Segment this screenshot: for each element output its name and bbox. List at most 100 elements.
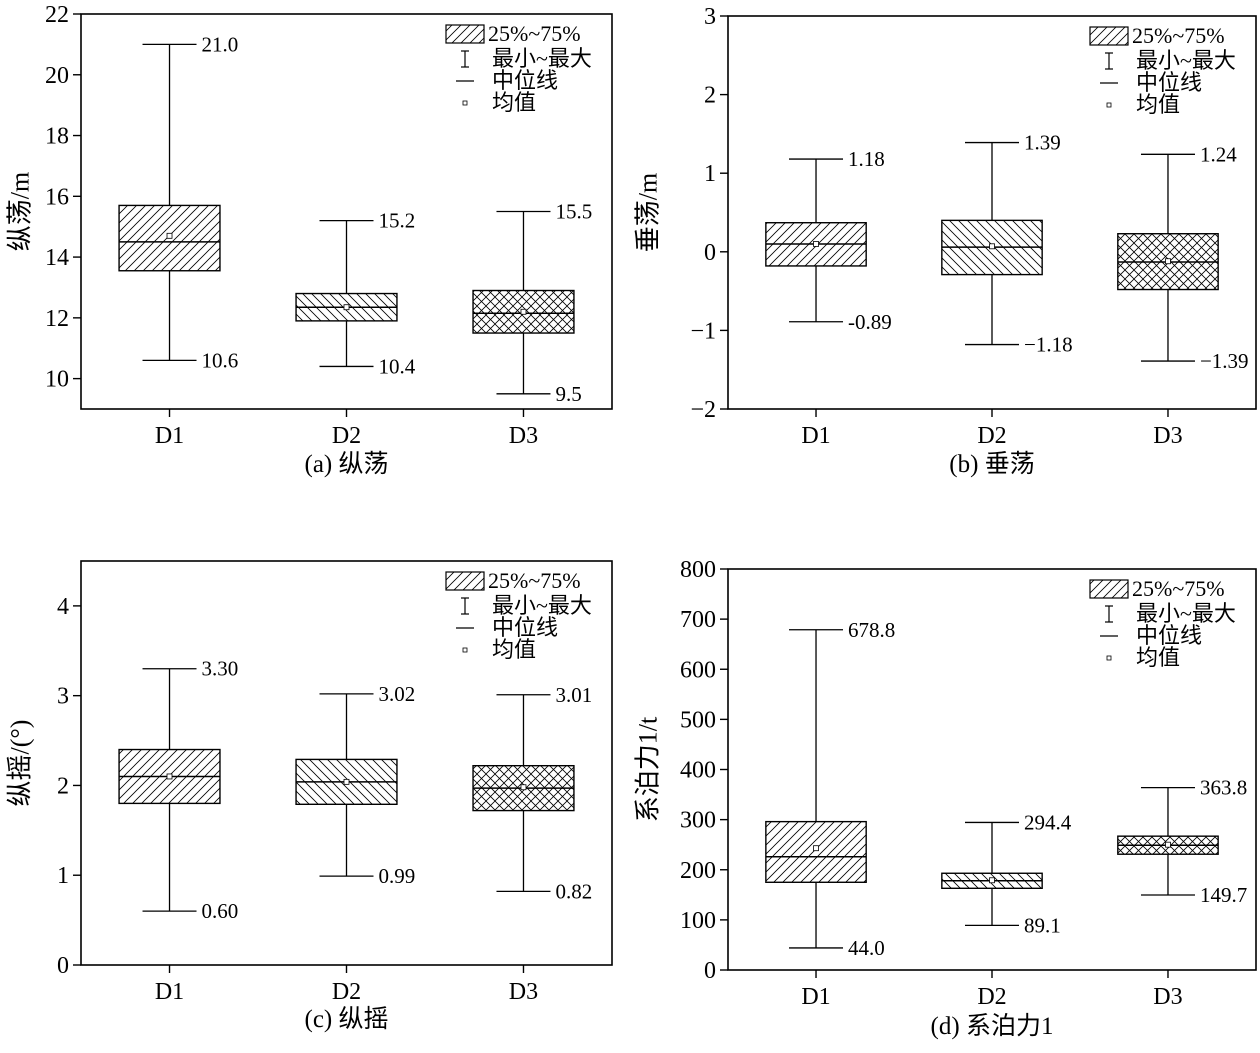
y-tick-label: 100 bbox=[680, 908, 716, 934]
box-d3-min-label: 149.7 bbox=[1200, 883, 1247, 907]
x-tick-label: D1 bbox=[801, 423, 830, 449]
box-d1-mean-marker bbox=[166, 232, 173, 239]
y-tick-label: 22 bbox=[45, 2, 69, 28]
legend-item-mean: 均值 bbox=[492, 90, 536, 115]
box-d3-mean-marker bbox=[520, 308, 527, 315]
box-d2-min-label: −1.18 bbox=[1024, 333, 1073, 357]
y-tick-label: 16 bbox=[45, 184, 69, 210]
legend-item-minmax: 最小~最大 bbox=[1136, 601, 1236, 626]
y-axis-title: 纵荡/m bbox=[6, 172, 35, 251]
box-d1-max-label: 678.8 bbox=[848, 618, 895, 642]
box-d3-min-label: −1.39 bbox=[1200, 349, 1249, 373]
legend-mean-swatch bbox=[1106, 102, 1112, 108]
y-tick-label: 800 bbox=[680, 557, 716, 583]
legend-item-median: 中位线 bbox=[492, 615, 558, 640]
box-d3-mean-marker bbox=[1165, 258, 1171, 265]
box-d1-mean-marker bbox=[813, 241, 819, 247]
x-tick-label: D2 bbox=[977, 984, 1006, 1010]
box-d1-iqr bbox=[765, 820, 867, 883]
x-tick-label: D1 bbox=[801, 984, 830, 1010]
y-tick-label: 700 bbox=[680, 607, 716, 633]
x-tick-label: D1 bbox=[155, 423, 184, 449]
y-tick-label: 18 bbox=[45, 124, 69, 150]
x-tick-label: D2 bbox=[332, 423, 361, 449]
box-d2-min-label: 10.4 bbox=[379, 354, 416, 378]
y-tick-label: 10 bbox=[45, 367, 69, 393]
y-tick-label: 600 bbox=[680, 657, 716, 683]
box-d2-max-label: 1.39 bbox=[1024, 131, 1061, 155]
y-axis-title: 系泊力1/t bbox=[634, 716, 663, 822]
y-tick-label: 3 bbox=[57, 684, 69, 710]
y-tick-label: 200 bbox=[680, 858, 716, 884]
y-tick-label: 3 bbox=[704, 4, 716, 30]
legend-item-median: 中位线 bbox=[1136, 623, 1202, 648]
box-d3-max-label: 1.24 bbox=[1200, 142, 1237, 166]
legend-item-iqr: 25%~75% bbox=[1132, 23, 1225, 48]
legend-item-iqr: 25%~75% bbox=[488, 21, 581, 46]
y-tick-label: −2 bbox=[690, 397, 716, 423]
legend-item-mean: 均值 bbox=[1136, 92, 1180, 117]
legend-item-minmax: 最小~最大 bbox=[492, 593, 592, 618]
box-d3-max-label: 3.01 bbox=[555, 683, 592, 707]
box-d2-mean-marker bbox=[343, 304, 350, 311]
box-d1-max-label: 1.18 bbox=[848, 147, 885, 171]
y-tick-label: 1 bbox=[704, 161, 716, 187]
box-d2-max-label: 294.4 bbox=[1024, 810, 1072, 834]
box-d3-mean-marker bbox=[520, 784, 527, 791]
y-tick-label: 0 bbox=[704, 240, 716, 266]
y-tick-label: 14 bbox=[45, 245, 69, 271]
y-tick-label: 0 bbox=[57, 953, 69, 979]
x-tick-label: D3 bbox=[1153, 984, 1182, 1010]
box-d1-mean-marker bbox=[166, 773, 173, 780]
panel-caption: (c) 纵摇 bbox=[305, 1005, 389, 1033]
box-d3-max-label: 15.5 bbox=[555, 200, 592, 224]
legend-item-iqr: 25%~75% bbox=[488, 568, 581, 593]
box-d1-max-label: 21.0 bbox=[202, 32, 239, 56]
panel-d: 0 100 200 300 400 500 600 700 800 系泊力1/t D1 678.8 44… bbox=[634, 557, 1257, 1040]
box-d2-mean-marker bbox=[343, 778, 350, 785]
box-d2-min-label: 89.1 bbox=[1024, 913, 1061, 937]
x-tick-label: D3 bbox=[1153, 423, 1182, 449]
box-d1-mean-marker bbox=[813, 845, 819, 852]
y-tick-label: 20 bbox=[45, 63, 69, 89]
legend-item-mean: 均值 bbox=[1136, 645, 1180, 670]
panel-b: −2 −1 0 1 2 3 垂荡/m D1 1.18 -0.89 D2 1.39 −1.18 D3 1.24… bbox=[634, 4, 1257, 478]
y-tick-label: 400 bbox=[680, 758, 716, 784]
legend-box-swatch bbox=[1089, 26, 1129, 46]
box-d3-mean-marker bbox=[1165, 841, 1171, 848]
legend-box-swatch bbox=[1089, 579, 1129, 599]
box-d3-min-label: 0.82 bbox=[555, 879, 592, 903]
panel-caption: (b) 垂荡 bbox=[949, 450, 1034, 478]
box-d2-mean-marker bbox=[989, 877, 995, 884]
y-tick-label: 1 bbox=[57, 863, 69, 889]
panel-c: 0 1 2 3 4 纵摇/(°) D1 3.30 0.60 D2 3.02 0.99 D3 3.01 0.8… bbox=[6, 560, 613, 1033]
panel-caption: (a) 纵荡 bbox=[305, 450, 389, 478]
y-tick-label: 4 bbox=[57, 594, 69, 620]
y-tick-label: 12 bbox=[45, 306, 69, 332]
x-tick-label: D2 bbox=[332, 979, 361, 1005]
legend-box-swatch bbox=[445, 24, 485, 44]
y-tick-label: 0 bbox=[704, 958, 716, 984]
x-tick-label: D3 bbox=[509, 979, 538, 1005]
x-tick-label: D3 bbox=[509, 423, 538, 449]
box-d1-min-label: 44.0 bbox=[848, 936, 885, 960]
y-tick-label: −1 bbox=[690, 318, 716, 344]
y-tick-label: 2 bbox=[704, 83, 716, 109]
box-d2-max-label: 3.02 bbox=[379, 682, 416, 706]
box-d3-max-label: 363.8 bbox=[1200, 776, 1247, 800]
box-d3-min-label: 9.5 bbox=[555, 382, 581, 406]
box-d1-min-label: 10.6 bbox=[202, 348, 239, 372]
legend-item-minmax: 最小~最大 bbox=[1136, 48, 1236, 73]
box-d2-max-label: 15.2 bbox=[379, 209, 416, 233]
y-tick-label: 2 bbox=[57, 773, 69, 799]
legend-item-iqr: 25%~75% bbox=[1132, 576, 1225, 601]
legend-item-mean: 均值 bbox=[492, 637, 536, 662]
x-tick-label: D2 bbox=[977, 423, 1006, 449]
legend-box-swatch bbox=[445, 571, 485, 591]
panel-caption: (d) 系泊力1 bbox=[931, 1012, 1054, 1040]
